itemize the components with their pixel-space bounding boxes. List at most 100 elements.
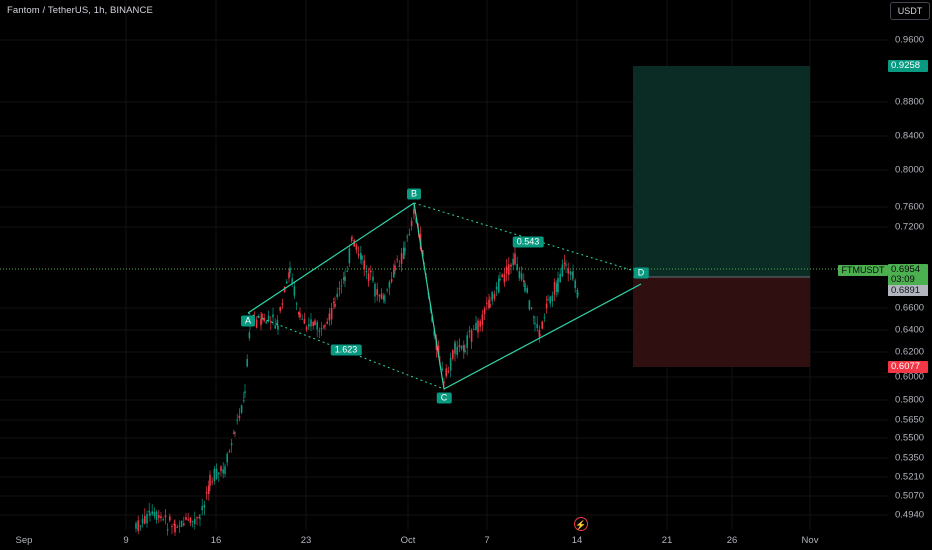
leg-a-b <box>247 202 415 314</box>
candle-body <box>238 415 241 419</box>
candle-body <box>445 368 447 377</box>
candle-body <box>203 504 206 508</box>
candle-body <box>449 357 452 371</box>
candle-body <box>386 289 388 291</box>
candle-body <box>473 329 475 331</box>
candle-body <box>481 314 484 325</box>
candle-body <box>524 283 526 292</box>
candle-body <box>454 342 456 349</box>
candle-body <box>263 318 265 321</box>
y-tick: 0.6200 <box>895 346 925 358</box>
x-tick: 21 <box>661 535 673 546</box>
candle-body <box>148 510 150 513</box>
candle-body <box>470 330 473 342</box>
x-tick: 16 <box>210 535 222 546</box>
pattern-point-b[interactable]: B <box>406 188 422 200</box>
candle-body <box>433 330 435 336</box>
candle-body <box>396 259 398 261</box>
candle-body <box>394 265 396 271</box>
candle-body <box>491 292 493 301</box>
x-tick: 7 <box>484 535 490 546</box>
lightning-bolt-icon[interactable]: ⚡ <box>574 517 588 531</box>
candle-body <box>569 271 572 275</box>
candle-body <box>289 267 291 274</box>
candles <box>135 203 579 537</box>
candle-body <box>260 318 262 326</box>
candle-body <box>261 313 263 320</box>
candle-body <box>272 314 274 318</box>
candle-body <box>572 271 574 279</box>
candle-body <box>240 405 243 413</box>
pattern-point-c[interactable]: C <box>436 392 452 404</box>
candle-body <box>559 273 561 283</box>
candle-body <box>324 325 326 327</box>
candle-body <box>488 299 490 309</box>
candle-body <box>460 345 463 349</box>
candle-body <box>213 468 216 482</box>
candle-body <box>305 326 308 330</box>
candle-body <box>541 321 543 329</box>
candle-body <box>413 212 415 214</box>
candle-body <box>528 300 531 310</box>
y-tick: 0.5500 <box>895 432 925 444</box>
candle-body <box>301 318 303 320</box>
candle-body <box>388 281 391 288</box>
candle-body <box>189 517 192 523</box>
candle-body <box>400 253 403 264</box>
candle-body <box>549 296 551 304</box>
candle-body <box>151 511 153 515</box>
candle-body <box>380 293 383 300</box>
candle-body <box>330 308 333 320</box>
ratio-label-right[interactable]: 0.543 <box>512 236 544 248</box>
candle-body <box>265 321 268 324</box>
candle-body <box>234 431 236 433</box>
symbol-title: Fantom / TetherUS, 1h, BINANCE <box>7 5 153 16</box>
candle-body <box>553 281 556 295</box>
candle-body <box>312 321 314 327</box>
ratio-label-left[interactable]: 1.623 <box>330 344 362 356</box>
target-zone <box>633 66 810 277</box>
candle-body <box>340 285 343 287</box>
candle-body <box>164 515 167 518</box>
candle-body <box>360 252 362 260</box>
pattern-point-d[interactable]: D <box>633 267 649 279</box>
candle-body <box>267 315 270 322</box>
candle-body <box>176 526 178 528</box>
candle-body <box>378 294 381 297</box>
y-tick: 0.9600 <box>895 34 925 46</box>
x-tick: Sep <box>15 535 33 546</box>
y-tick: 0.5650 <box>895 414 925 426</box>
candle-body <box>224 466 226 474</box>
candle-body <box>222 469 224 474</box>
candle-body <box>196 517 198 519</box>
candle-body <box>441 368 443 371</box>
candle-body <box>526 288 528 293</box>
y-tick: 0.5350 <box>895 452 925 464</box>
candle-body <box>551 295 554 302</box>
candle-body <box>530 307 533 309</box>
candle-body <box>557 277 559 293</box>
candle-body <box>137 520 139 531</box>
candle-body <box>351 237 353 239</box>
candle-body <box>346 270 348 272</box>
y-tick: 0.8800 <box>895 96 925 108</box>
candle-body <box>565 264 567 266</box>
candle-body <box>456 346 458 355</box>
last-price-value: 0.6954 <box>891 264 921 275</box>
candle-body <box>361 255 363 260</box>
candle-body <box>270 321 272 323</box>
y-tick: 0.7600 <box>895 201 925 213</box>
candle-body <box>479 321 481 327</box>
currency-button[interactable]: USDT <box>890 2 930 20</box>
leg-c-d <box>443 283 642 390</box>
pattern-point-a[interactable]: A <box>240 315 256 327</box>
candle-body <box>486 303 488 305</box>
candle-body <box>308 324 310 327</box>
candle-body <box>406 236 408 238</box>
harmonic-pattern <box>247 202 642 390</box>
candle-body <box>343 277 345 280</box>
candle-body <box>523 280 525 283</box>
candle-body <box>228 451 231 453</box>
candle-body <box>139 525 142 527</box>
